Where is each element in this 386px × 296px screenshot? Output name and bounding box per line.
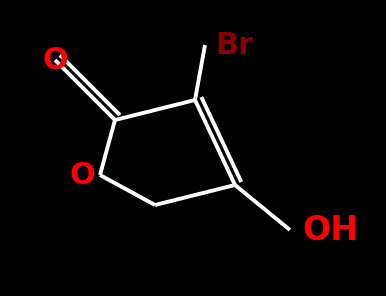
Text: OH: OH <box>302 213 358 247</box>
Text: Br: Br <box>215 30 253 59</box>
Text: O: O <box>42 46 68 75</box>
Text: O: O <box>69 160 95 189</box>
